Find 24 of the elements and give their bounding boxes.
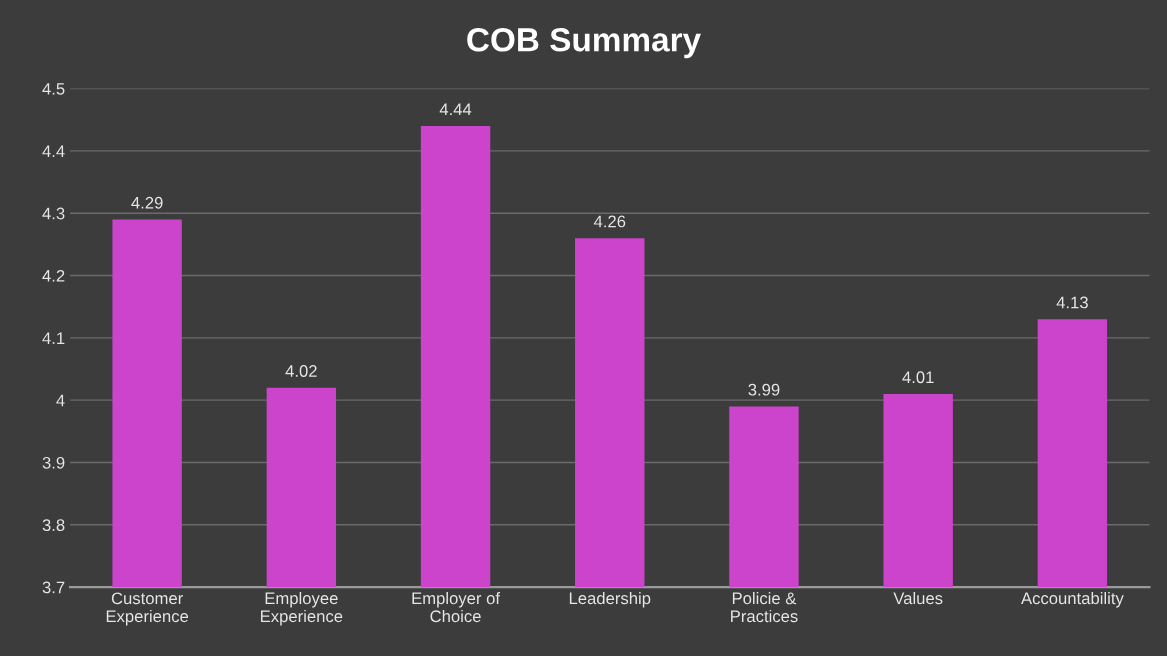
data-label: 4.44 bbox=[439, 103, 472, 116]
x-tick-label: Accountability bbox=[1021, 591, 1124, 608]
data-label: 4.29 bbox=[131, 196, 163, 209]
chart-title: COB Summary bbox=[467, 27, 701, 59]
data-label: 4.01 bbox=[902, 371, 934, 384]
y-tick-label: 4.2 bbox=[42, 269, 65, 282]
x-tick-label: Customer Experience bbox=[106, 592, 189, 626]
y-tick-label: 4.3 bbox=[42, 207, 65, 220]
y-tick-label: 3.8 bbox=[42, 519, 65, 531]
data-label: 4.13 bbox=[1056, 296, 1088, 309]
x-tick-label: Values bbox=[893, 591, 943, 605]
y-tick-label: 3.7 bbox=[42, 581, 65, 594]
x-tick-label: Employer of Choice bbox=[412, 591, 501, 623]
x-tick-label: Employee Experience bbox=[261, 591, 343, 626]
x-tick-label: Leadership bbox=[569, 591, 651, 608]
y-tick-label: 4 bbox=[56, 394, 65, 407]
y-tick-label: 3.9 bbox=[42, 456, 65, 469]
y-tick-label: 4.5 bbox=[42, 83, 65, 95]
x-tick-label: Policie & Practices bbox=[731, 591, 798, 623]
y-tick-label: 4.1 bbox=[42, 332, 65, 344]
data-label: 4.26 bbox=[593, 215, 626, 228]
y-tick-label: 4.4 bbox=[42, 145, 65, 157]
data-label: 3.99 bbox=[748, 383, 780, 396]
data-label: 4.02 bbox=[285, 365, 317, 377]
